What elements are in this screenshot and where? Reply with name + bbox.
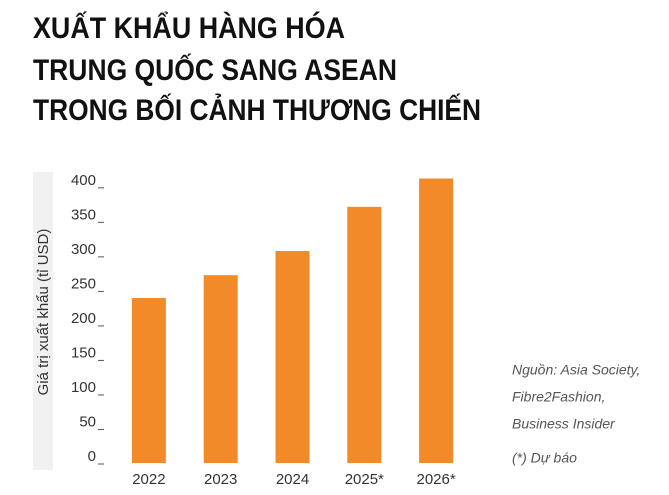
y-tick-label: 150 [71, 344, 96, 361]
x-tick-label: 2025* [345, 471, 384, 488]
chart-title: XUẤT KHẨU HÀNG HÓA [33, 11, 345, 45]
y-tick-label: 400 [71, 172, 96, 189]
y-tick-label: 100 [71, 379, 96, 396]
y-tick-label: 300 [71, 241, 96, 258]
source: Nguồn: Asia Society, [512, 362, 640, 378]
axis-label-band [33, 172, 53, 470]
bar [419, 178, 454, 463]
x-tick-label: 2022 [132, 471, 165, 488]
bar [131, 297, 166, 463]
source: Business Insider [512, 416, 616, 432]
bar [347, 206, 382, 464]
x-tick-label: 2026* [416, 471, 455, 488]
chart-title: TRUNG QUỐC SANG ASEAN [33, 53, 397, 87]
y-tick-label: 200 [71, 310, 96, 327]
y-tick-label: 250 [71, 275, 96, 292]
x-tick-label: 2023 [204, 471, 237, 488]
source: Fibre2Fashion, [512, 389, 605, 405]
y-axis-label: Giá trị xuất khẩu (tỉ USD) [35, 229, 52, 396]
note: (*) Dự báo [512, 450, 577, 466]
y-tick-label: 350 [71, 206, 96, 223]
x-tick-label: 2024 [276, 471, 309, 488]
bar [203, 275, 238, 463]
chart-title: TRONG BỐI CẢNH THƯƠNG CHIẾN [33, 93, 481, 127]
bar [275, 251, 310, 463]
y-tick-label: 0 [88, 448, 96, 465]
y-tick-label: 50 [79, 413, 96, 430]
